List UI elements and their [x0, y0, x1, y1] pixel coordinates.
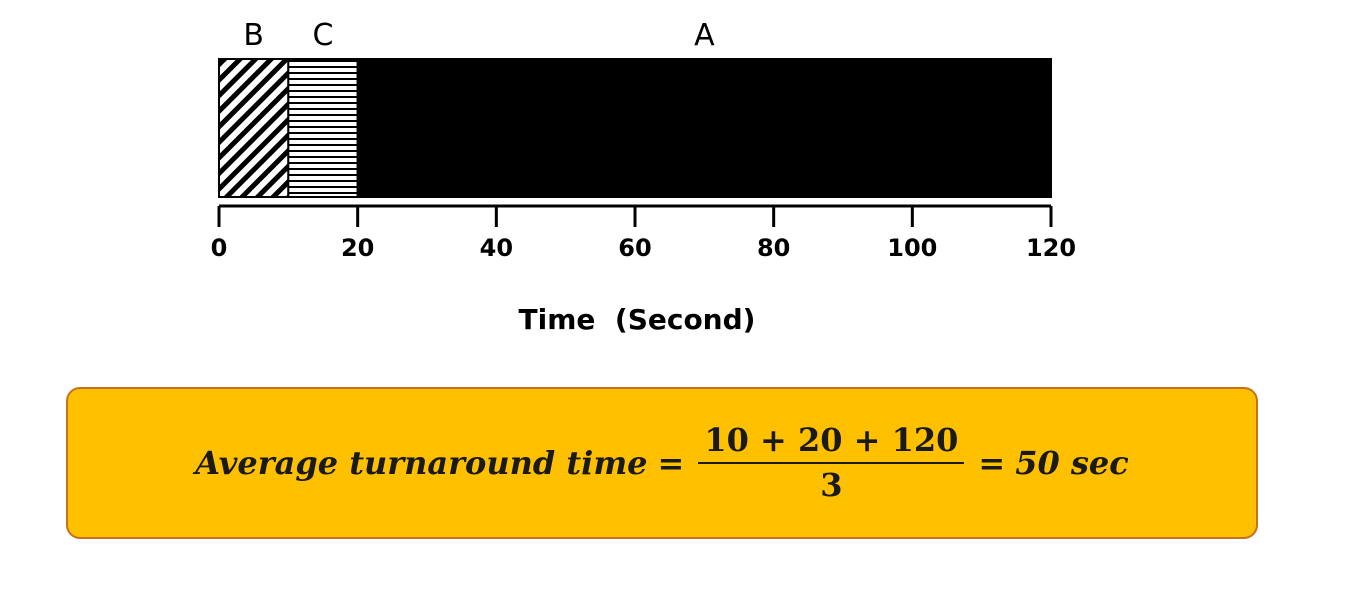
segment-a — [356, 58, 1052, 198]
fraction-numerator: 10 + 20 + 120 — [698, 422, 965, 464]
segment-label-c: C — [313, 18, 334, 53]
fraction-denominator: 3 — [820, 466, 843, 504]
segment-c — [287, 58, 359, 198]
x-tick-label: 120 — [1026, 234, 1076, 262]
x-axis-title: Time (Second) — [519, 303, 756, 336]
segment-label-b: B — [243, 18, 264, 53]
equals-sign-2: = — [978, 444, 1006, 482]
formula-result: 50 sec — [1015, 444, 1129, 482]
turnaround-equation: Average turnaround time = 10 + 20 + 120 … — [195, 422, 1129, 504]
gantt-chart: B C A 0 20 40 60 80 100 120 Time (Second) — [211, 18, 1076, 336]
x-tick-label: 20 — [341, 234, 374, 262]
formula-box: Average turnaround time = 10 + 20 + 120 … — [66, 387, 1258, 539]
x-tick-label: 40 — [480, 234, 513, 262]
x-tick-label: 60 — [618, 234, 651, 262]
equals-sign: = — [657, 444, 685, 482]
segment-label-a: A — [694, 18, 715, 53]
fraction: 10 + 20 + 120 3 — [698, 422, 965, 504]
formula-lhs: Average turnaround time — [195, 444, 648, 482]
x-tick-label: 100 — [887, 234, 937, 262]
x-tick-label: 80 — [757, 234, 790, 262]
segment-b — [218, 58, 290, 198]
x-tick-label: 0 — [211, 234, 228, 262]
